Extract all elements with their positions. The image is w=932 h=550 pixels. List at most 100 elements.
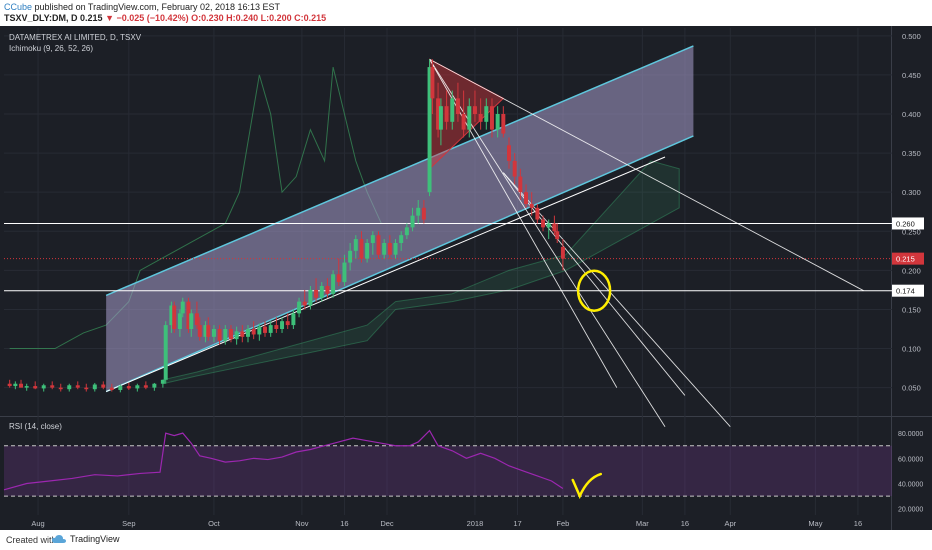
support-trendline [105,156,666,393]
candle-body [472,106,477,114]
price-label-text: 0.174 [896,287,915,296]
rsi-tick-label: 80.0000 [898,431,923,438]
candle-body [518,176,523,193]
x-tick-label: 2018 [467,519,484,528]
x-tick-label: Nov [295,519,309,528]
candle-body [257,326,262,335]
ichimoku-cloud [162,160,680,385]
y-tick-label: 0.500 [902,32,921,41]
candle-body [376,235,381,255]
candle-body [552,223,557,232]
candle-body [206,325,211,337]
x-tick-label: 16 [854,519,862,528]
publish-line: CCube published on TradingView.com, Febr… [4,2,280,12]
y-tick-label: 0.250 [902,227,921,236]
rsi-tick-label: 60.0000 [898,456,923,463]
x-tick-label: 16 [681,519,689,528]
candle-body [197,325,202,337]
candle-body [507,145,511,161]
candle-body [177,313,182,329]
candle-body [217,329,222,341]
x-tick-label: 16 [340,519,348,528]
candle-body [359,239,364,259]
tradingview-cloud-icon [52,535,66,546]
fan-trendline [502,172,686,396]
price-value: 0.215 [80,13,103,23]
y-tick-label: 0.200 [902,266,921,275]
x-tick-label: May [808,519,822,528]
x-tick-label: Sep [122,519,135,528]
candle-body [240,331,245,337]
candle-body [13,383,18,387]
candle-body [186,301,191,329]
arrow-down-icon: ▼ [105,13,114,23]
candle-body [152,383,157,388]
x-tick-label: Aug [31,519,44,528]
candle-body [399,235,404,243]
fan-trendline [502,172,731,428]
candle-body [251,329,256,335]
candle-body [50,385,55,388]
rsi-line [3,429,564,491]
candle-body [67,385,72,390]
candle-body [163,325,168,380]
candle-body [314,289,319,298]
candle-body [101,384,106,388]
candle-body [467,106,472,130]
y-tick-label: 0.450 [902,71,921,80]
candle-body [555,231,560,240]
symbol-line: TSXV_DLY:DM, D 0.215 ▼ −0.025 (−10.42%) … [4,13,326,23]
candle-body [325,286,330,294]
y-tick-label: 0.050 [902,384,921,393]
chart-title: DATAMETREX AI LIMITED, D, TSXV [9,33,142,42]
candle-body [203,325,208,337]
candle-body [7,383,12,387]
change-value: −0.025 (−10.42%) [116,13,189,23]
price-label-text: 0.260 [896,219,915,228]
rsi-band-fill [4,445,892,497]
fan-trendline [429,59,618,388]
candle-body [263,326,267,333]
candle-body [126,386,131,389]
candle-body [410,215,415,228]
candle-body [436,98,441,130]
candle-body [189,313,194,329]
y-tick-label: 0.350 [902,149,921,158]
candle-body [495,114,500,130]
candle-body [404,227,409,236]
candle-body [285,321,290,326]
candle-body [489,106,494,130]
candle-body [33,386,38,389]
annotation-circle [576,269,612,312]
candle-body [438,106,443,130]
candle-body [342,262,347,283]
candle-body [75,385,80,388]
candle-body [268,325,273,333]
candle-body [297,301,302,314]
price-label-text: 0.215 [896,255,915,264]
candle-body [19,383,24,388]
candle-body [416,207,421,216]
candle-body [302,301,307,306]
candle-body [274,325,279,329]
price-label-box [892,217,924,230]
candle-body [444,106,449,122]
channel-lower-line [105,135,694,393]
author-link[interactable]: CCube [4,2,33,12]
candle-body [353,239,358,251]
tradingview-brand[interactable]: TradingView [70,534,120,544]
candle-body [484,106,489,122]
candle-body [331,274,336,294]
candle-body [24,386,29,388]
candle-body [501,114,506,134]
x-tick-label: 17 [513,519,521,528]
ohlc-values: O:0.230 H:0.240 L:0.200 C:0.215 [191,13,327,23]
candle-body [169,305,174,326]
symbol-label: TSXV_DLY:DM, D [4,13,78,23]
publish-info: published on TradingView.com, February 0… [34,2,281,12]
candle-body [172,305,177,329]
candle-body [160,379,165,384]
candle-body [529,203,534,208]
